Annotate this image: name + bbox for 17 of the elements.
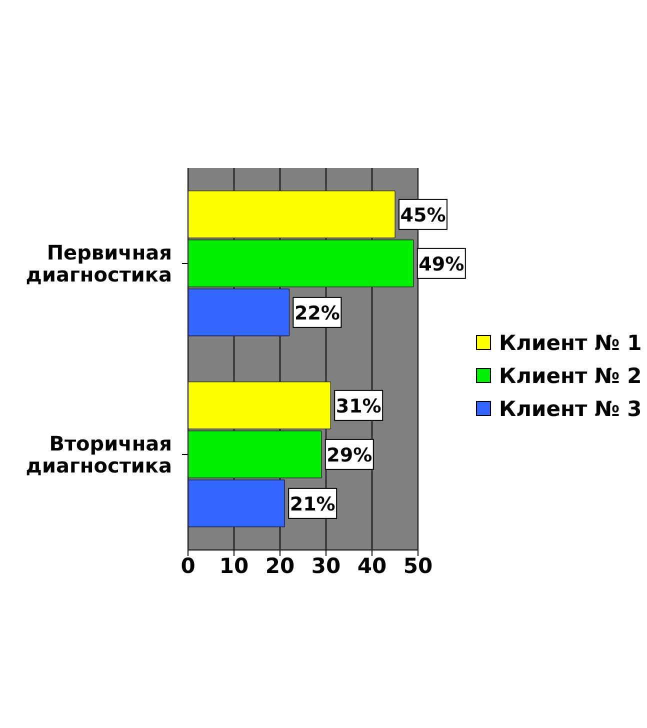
legend-label: Клиент № 3 [499, 396, 642, 420]
x-tick-label: 10 [219, 554, 249, 578]
x-tick-label: 20 [265, 554, 295, 578]
x-tick-label: 40 [357, 554, 387, 578]
data-label: 29% [326, 444, 372, 466]
legend-label: Клиент № 1 [499, 330, 642, 354]
x-tick-label: 50 [403, 554, 433, 578]
data-label: 22% [294, 302, 340, 324]
data-label: 31% [336, 395, 382, 418]
x-tick-label: 30 [311, 554, 341, 578]
x-tick-label: 0 [180, 554, 196, 578]
y-tick-label: Вторичная диагностика [26, 432, 172, 478]
legend-label: Клиент № 2 [499, 364, 642, 388]
y-tick-label: Первичная диагностика [26, 240, 172, 286]
data-label: 49% [418, 253, 464, 276]
data-label: 21% [290, 493, 336, 516]
data-label: 45% [400, 204, 446, 226]
